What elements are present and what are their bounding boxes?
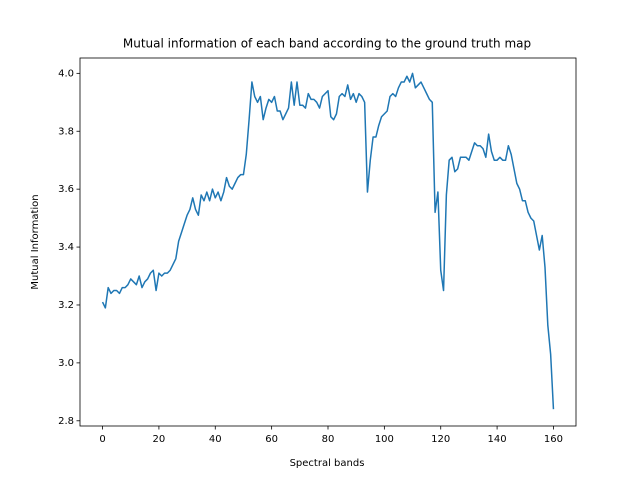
y-tick-label: 3.8 — [58, 126, 74, 137]
y-axis-label: Mutual Information — [30, 194, 41, 289]
plot-frame — [79, 57, 577, 427]
chart-title: Mutual information of each band accordin… — [123, 37, 531, 51]
y-tick-label: 2.8 — [58, 416, 74, 427]
y-tick-label: 3.0 — [58, 358, 74, 369]
x-tick-label: 40 — [209, 434, 222, 445]
data-line — [101, 72, 555, 410]
x-tick-label: 120 — [431, 434, 450, 445]
x-tick-label: 20 — [153, 434, 166, 445]
x-tick-label: 80 — [322, 434, 335, 445]
x-tick-label: 100 — [375, 434, 394, 445]
x-tick-label: 0 — [99, 434, 105, 445]
x-tick-label: 140 — [488, 434, 507, 445]
y-tick-label: 3.6 — [58, 184, 74, 195]
y-tick-label: 4.0 — [58, 68, 74, 79]
x-tick-label: 60 — [265, 434, 278, 445]
x-tick-label: 160 — [544, 434, 563, 445]
y-tick-label: 3.4 — [58, 242, 74, 253]
y-tick-label: 3.2 — [58, 300, 74, 311]
x-axis-label: Spectral bands — [290, 458, 365, 469]
